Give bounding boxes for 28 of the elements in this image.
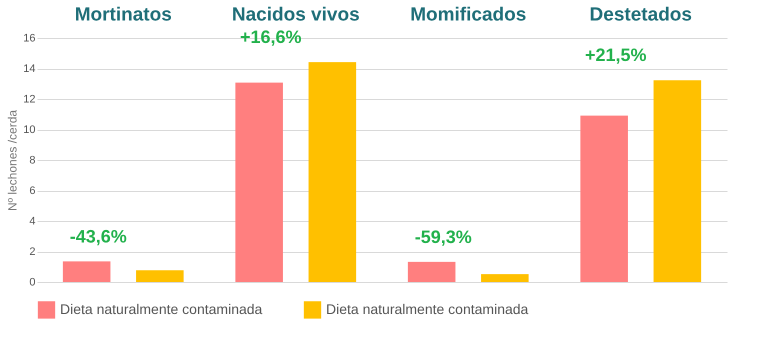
legend-label: Dieta naturalmente contaminada	[60, 300, 263, 317]
bar	[62, 261, 110, 282]
annotation: +21,5%	[584, 45, 647, 66]
y-tick-label: 8	[29, 154, 36, 166]
y-tick-label: 0	[29, 276, 36, 288]
bar	[235, 82, 283, 282]
y-tick-label: 6	[29, 185, 36, 197]
annotation: -59,3%	[414, 226, 472, 247]
y-tick-label: 14	[23, 63, 36, 75]
annotation: +16,6%	[240, 27, 302, 48]
bar	[481, 274, 529, 282]
x-tick-label: Nacidos vivos	[232, 4, 360, 26]
y-tick-label: 16	[23, 32, 36, 44]
y-tick-label: 12	[23, 94, 36, 106]
legend-label: Dieta naturalmente contaminada	[326, 300, 529, 317]
y-tick-label: 4	[29, 216, 36, 228]
x-tick-label: Momificados	[410, 4, 526, 26]
bar	[654, 80, 702, 282]
y-tick-label: 10	[23, 124, 36, 136]
y-tick-label: 2	[29, 246, 36, 258]
x-tick-label: Mortinatos	[74, 4, 172, 26]
bar	[136, 270, 184, 282]
bar	[408, 262, 456, 282]
x-tick-label: Destetados	[590, 4, 692, 26]
annotation: -43,6%	[70, 226, 127, 246]
bar	[308, 62, 356, 282]
bar	[580, 116, 628, 282]
y-axis-title: Nº lechones /cerda	[5, 110, 20, 212]
